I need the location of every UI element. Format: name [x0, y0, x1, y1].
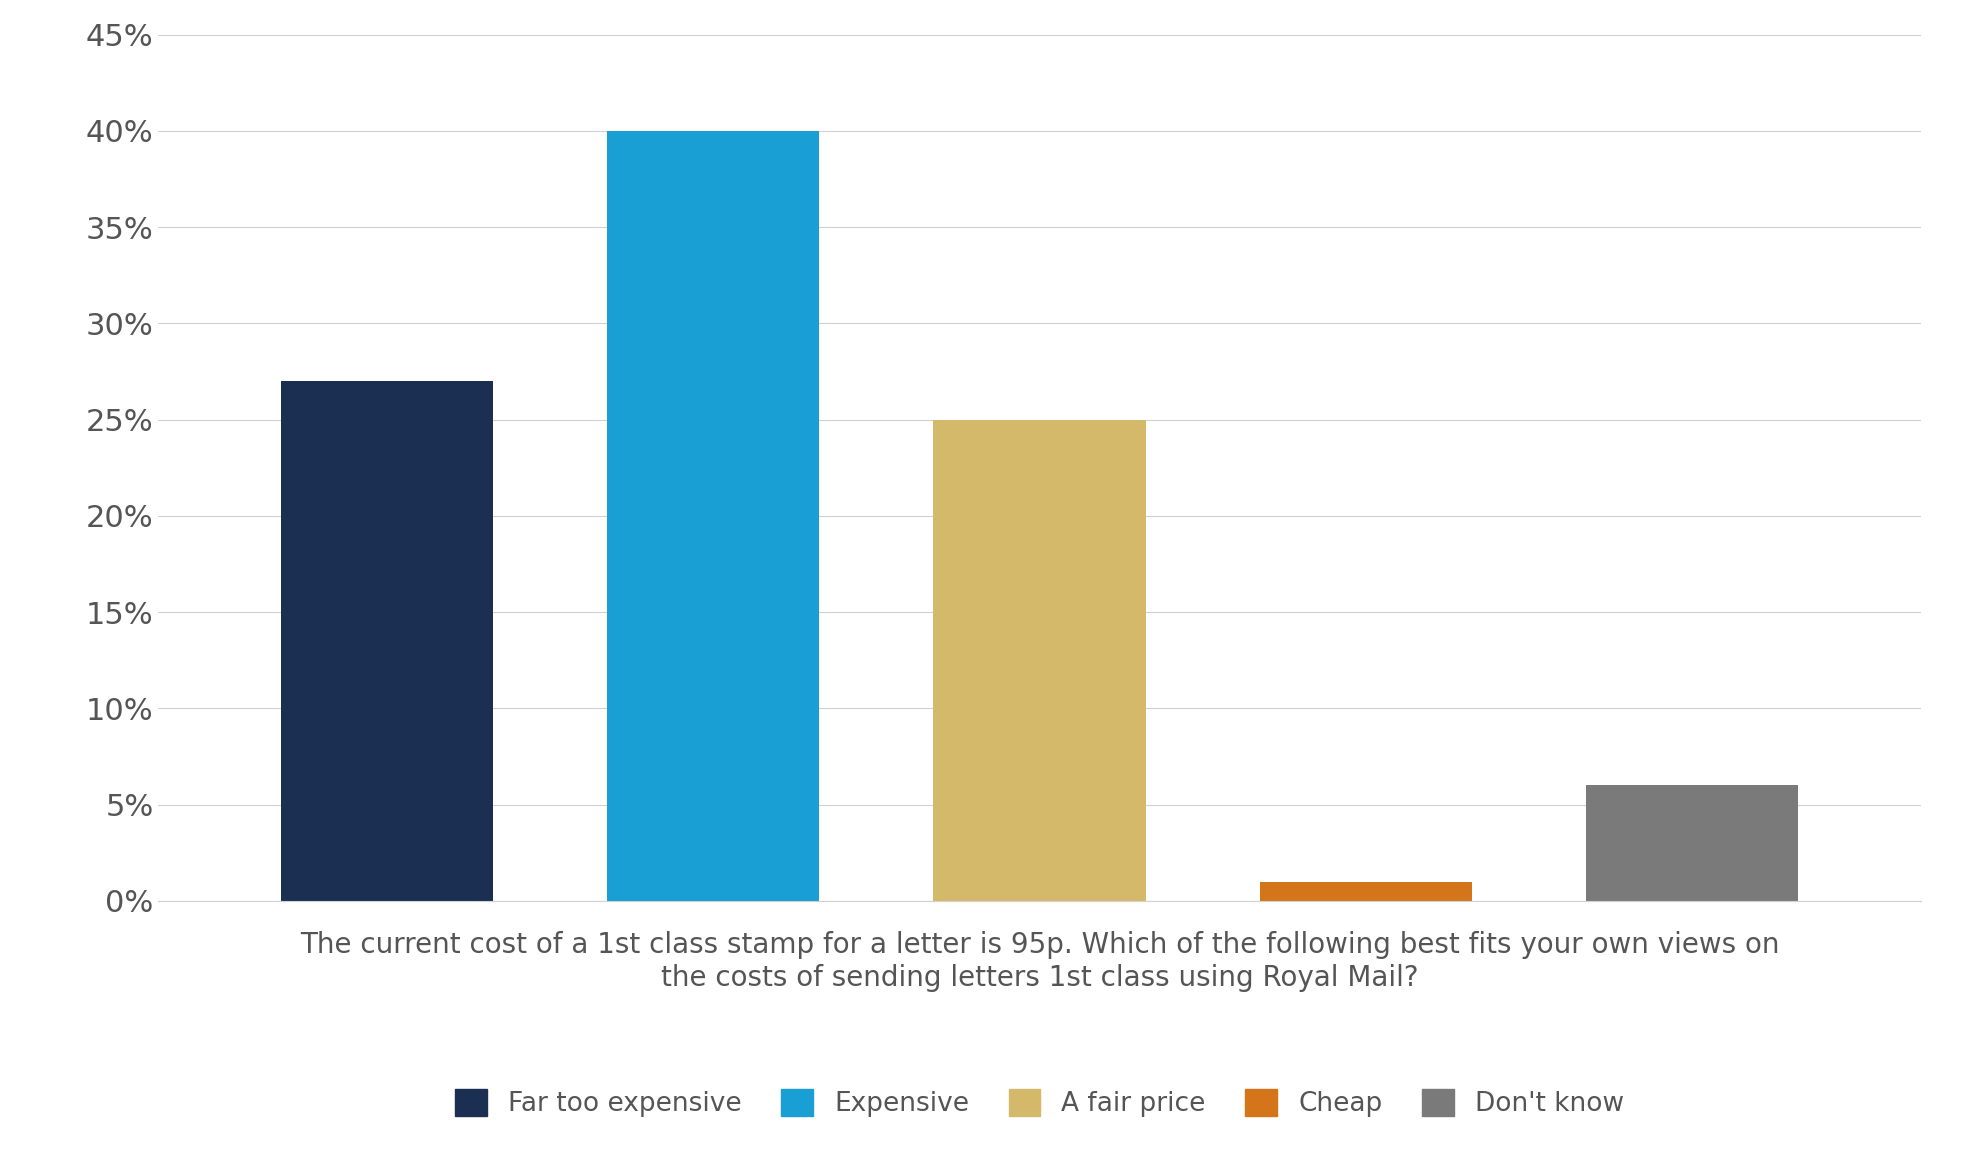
Bar: [608, 131, 820, 901]
Bar: [1586, 785, 1798, 901]
Bar: [281, 381, 493, 901]
Bar: [1259, 881, 1471, 901]
Bar: [933, 419, 1146, 901]
Legend: Far too expensive, Expensive, A fair price, Cheap, Don't know: Far too expensive, Expensive, A fair pri…: [442, 1075, 1637, 1131]
X-axis label: The current cost of a 1st class stamp for a letter is 95p. Which of the followin: The current cost of a 1st class stamp fo…: [299, 931, 1780, 992]
